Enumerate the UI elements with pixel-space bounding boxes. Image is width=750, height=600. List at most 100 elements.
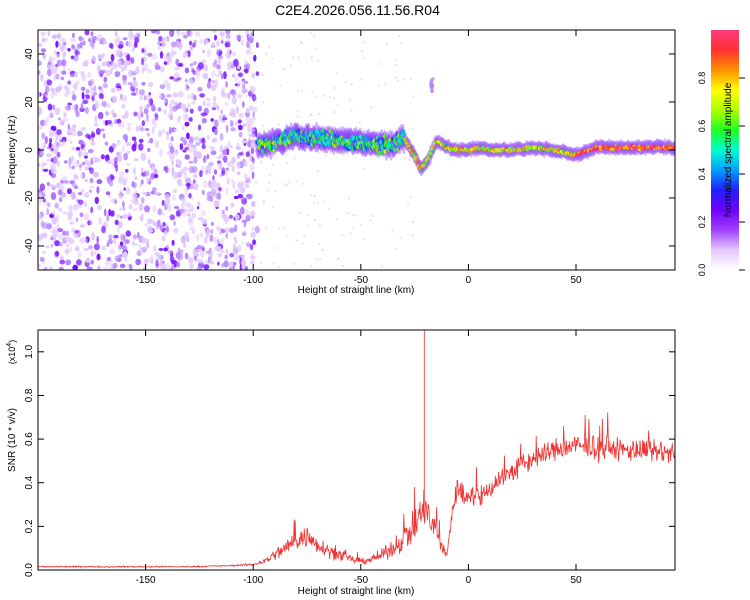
- noise-speckle: [209, 80, 213, 84]
- x-tick-label: 50: [570, 275, 582, 286]
- noise-speckle: [46, 181, 50, 187]
- noise-speckle: [75, 80, 80, 85]
- noise-speckle: [202, 100, 206, 107]
- noise-dot: [377, 84, 380, 87]
- noise-speckle: [236, 153, 240, 159]
- colorbar-tick-label: 0.0: [697, 264, 707, 277]
- figure-title: C2E4.2026.056.11.56.R04: [275, 2, 440, 18]
- noise-speckle: [158, 93, 163, 100]
- noise-speckle: [71, 90, 76, 96]
- noise-speckle: [158, 35, 163, 42]
- noise-dot: [412, 127, 415, 130]
- noise-dot: [277, 266, 280, 269]
- noise-speckle: [185, 182, 191, 187]
- noise-speckle: [169, 76, 175, 80]
- noise-dot: [385, 43, 388, 46]
- noise-speckle: [168, 203, 171, 212]
- noise-speckle: [89, 185, 94, 189]
- noise-dot: [294, 157, 297, 160]
- noise-speckle: [80, 86, 86, 92]
- noise-dot: [317, 59, 320, 63]
- noise-speckle: [120, 66, 124, 73]
- noise-speckle: [101, 100, 107, 107]
- noise-speckle: [183, 34, 188, 39]
- noise-dot: [285, 154, 288, 157]
- noise-speckle: [93, 91, 98, 96]
- noise-speckle: [125, 230, 131, 237]
- noise-speckle: [60, 44, 65, 52]
- noise-speckle: [106, 256, 112, 262]
- noise-speckle: [114, 199, 117, 204]
- noise-speckle: [202, 49, 205, 54]
- noise-speckle: [49, 137, 53, 144]
- noise-speckle: [94, 196, 100, 205]
- noise-dot: [316, 202, 320, 205]
- noise-speckle: [251, 117, 257, 121]
- noise-speckle: [68, 204, 73, 212]
- noise-speckle: [84, 201, 88, 208]
- noise-speckle: [138, 143, 144, 151]
- noise-speckle: [206, 102, 211, 107]
- noise-speckle: [127, 263, 130, 267]
- noise-speckle: [74, 50, 81, 56]
- fringe-core: [431, 145, 436, 149]
- noise-speckle: [45, 153, 52, 158]
- noise-speckle: [210, 260, 214, 265]
- noise-speckle: [79, 224, 86, 228]
- noise-speckle: [203, 64, 209, 72]
- noise-speckle: [52, 104, 56, 111]
- snr-y-scale-close: ): [7, 340, 17, 343]
- noise-speckle: [237, 193, 244, 199]
- noise-speckle: [135, 125, 140, 132]
- noise-speckle: [173, 220, 176, 227]
- noise-speckle: [106, 214, 110, 222]
- noise-speckle: [78, 36, 83, 42]
- noise-speckle: [134, 41, 138, 48]
- noise-speckle: [234, 239, 238, 244]
- noise-speckle: [50, 192, 57, 201]
- noise-dot: [323, 200, 326, 203]
- noise-speckle: [252, 239, 256, 246]
- noise-speckle: [191, 100, 196, 105]
- noise-speckle: [250, 231, 256, 239]
- noise-speckle: [152, 205, 157, 214]
- noise-speckle: [110, 87, 116, 93]
- noise-speckle: [163, 61, 168, 65]
- noise-dot: [391, 228, 394, 232]
- noise-speckle: [119, 207, 122, 211]
- noise-speckle: [255, 71, 260, 76]
- noise-speckle: [225, 187, 229, 195]
- noise-speckle: [231, 96, 237, 105]
- noise-speckle: [199, 170, 203, 178]
- noise-speckle: [110, 210, 115, 217]
- noise-dot: [363, 237, 366, 241]
- noise-dot: [409, 196, 412, 199]
- noise-speckle: [122, 133, 128, 141]
- noise-speckle: [101, 69, 107, 74]
- noise-dot: [314, 218, 317, 222]
- noise-speckle: [55, 251, 60, 257]
- noise-speckle: [128, 40, 132, 48]
- noise-speckle: [93, 251, 97, 255]
- noise-speckle: [200, 245, 204, 250]
- fringe-core: [414, 155, 419, 159]
- noise-speckle: [97, 34, 103, 39]
- colorbar-tick-label: 0.2: [697, 216, 707, 229]
- noise-speckle: [58, 117, 61, 121]
- noise-speckle: [106, 160, 112, 165]
- noise-speckle: [221, 209, 225, 214]
- noise-speckle: [204, 170, 209, 175]
- noise-speckle: [205, 250, 212, 255]
- noise-speckle: [150, 172, 156, 180]
- noise-dot: [306, 224, 310, 227]
- colorbar-bar: [711, 30, 739, 270]
- noise-speckle: [142, 63, 149, 71]
- noise-speckle: [77, 199, 84, 205]
- noise-speckle: [52, 156, 58, 164]
- noise-speckle: [248, 105, 254, 111]
- noise-speckle: [221, 263, 224, 268]
- noise-speckle: [74, 230, 79, 234]
- noise-speckle: [235, 142, 240, 149]
- noise-speckle: [171, 159, 174, 167]
- noise-speckle: [80, 189, 85, 193]
